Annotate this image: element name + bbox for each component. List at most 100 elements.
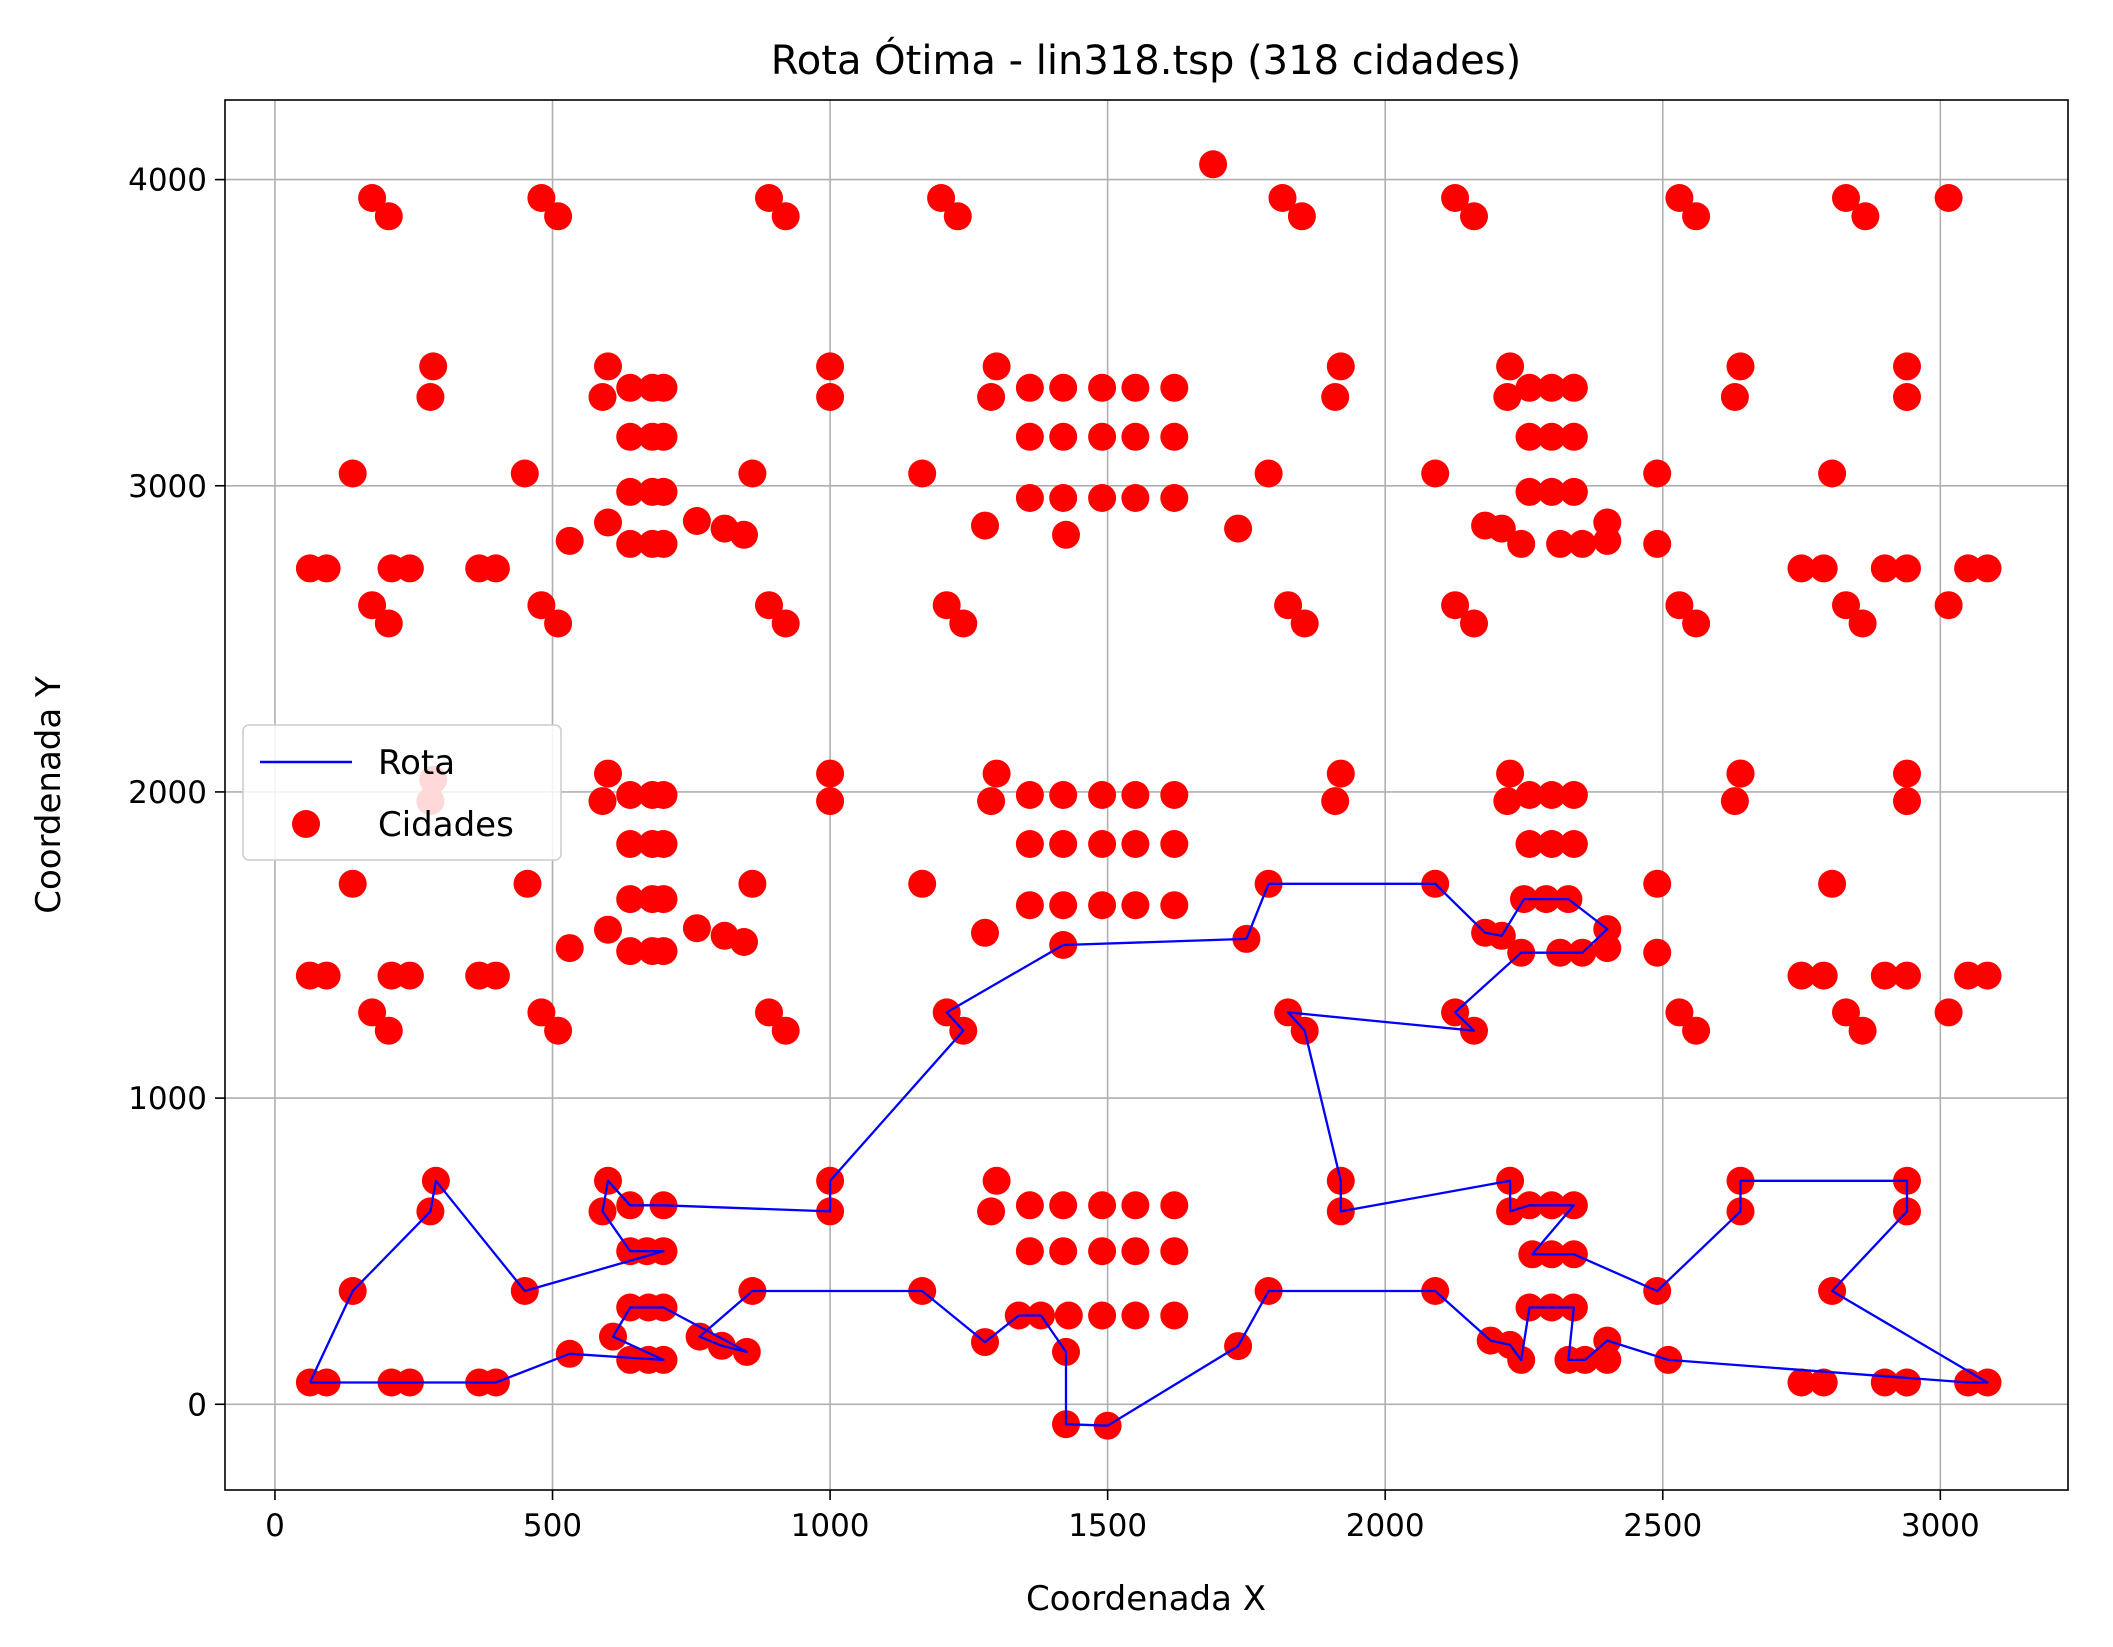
legend-route-label: Rota [378,743,455,783]
city-point [1515,830,1544,858]
route-series [308,882,1989,1427]
y-tick-label: 2000 [128,775,207,811]
city-point [1321,383,1350,411]
x-tick-label: 1000 [791,1508,870,1544]
city-point [649,830,678,858]
city-point [616,529,645,558]
city-point [1934,591,1963,620]
y-axis: 0 1000 2000 3000 4000 [128,163,225,1423]
city-point [738,869,767,898]
city-point [616,1345,645,1374]
city-point [982,1166,1011,1195]
city-point [1515,781,1544,809]
legend: Rota Cidades [242,724,562,861]
city-point [1049,1237,1078,1266]
city-point [1720,383,1749,411]
city-point [1809,961,1838,990]
city-point [977,383,1006,411]
city-point [395,961,424,990]
city-point [1049,891,1078,920]
city-point [1441,184,1470,212]
city-point [1421,459,1450,488]
city-point [1441,591,1470,620]
city-point [1546,529,1575,558]
city-point [1268,184,1297,212]
x-tick-label: 0 [265,1508,285,1544]
city-point [1015,781,1044,809]
x-tick-label: 3000 [1901,1508,1980,1544]
city-point [1049,373,1078,402]
city-point [1160,891,1189,920]
city-point [1088,373,1117,402]
city-point [1199,150,1228,179]
city-point [1088,1301,1117,1330]
city-point [649,885,678,914]
city-point [1870,554,1899,583]
city-point [527,998,556,1027]
city-point [927,184,956,212]
city-point [1934,998,1963,1027]
x-tick-label: 2000 [1346,1508,1425,1544]
city-point [1224,514,1253,543]
city-point [1160,1301,1189,1330]
city-point [1893,787,1921,816]
city-point [1326,352,1355,381]
city-point [1537,477,1566,506]
city-point [1893,759,1921,788]
city-point [616,937,645,966]
city-point [1818,459,1847,488]
city-point [816,759,845,788]
x-tick-label: 2500 [1623,1508,1702,1544]
city-point [312,961,341,990]
city-point [1088,891,1117,920]
city-point [1487,514,1516,543]
city-point [1809,554,1838,583]
city-point [527,591,556,620]
city-point [1460,609,1488,638]
city-point [971,918,999,947]
y-axis-label: Coordenada Y [29,676,69,914]
city-point [1496,759,1525,788]
city-point [1643,529,1672,558]
city-point [527,184,556,212]
city-point [1954,961,1983,990]
city-point [755,998,783,1027]
city-point [1537,373,1566,402]
city-point [1049,781,1078,809]
city-point [943,202,972,231]
city-point [649,422,678,451]
city-point [1015,1191,1044,1220]
city-point [1088,1237,1117,1266]
city-point [771,202,800,231]
city-point [1121,422,1150,451]
city-point [1160,1191,1189,1220]
city-point [1537,422,1566,451]
city-point [649,373,678,402]
city-point [977,787,1006,816]
city-point [682,914,711,943]
city-point [1726,352,1755,381]
city-point [1121,1301,1150,1330]
city-point [1973,961,2002,990]
city-point [932,591,961,620]
city-point [649,529,678,558]
city-point [374,1016,403,1045]
city-point [1515,477,1544,506]
city-point [544,1016,573,1045]
city-point [1496,352,1525,381]
x-tick-label: 1500 [1068,1508,1147,1544]
city-point [481,961,510,990]
city-point [1160,830,1189,858]
city-point [312,554,341,583]
city-point [649,937,678,966]
city-point [1537,830,1566,858]
city-point [1559,830,1588,858]
city-point [616,373,645,402]
city-point [1665,998,1694,1027]
city-point [513,869,542,898]
city-point [1052,520,1080,549]
city-point [588,383,617,411]
chart-title: Rota Ótima - lin318.tsp (318 cidades) [771,36,1521,84]
y-tick-label: 1000 [128,1081,207,1117]
city-point [1559,477,1588,506]
